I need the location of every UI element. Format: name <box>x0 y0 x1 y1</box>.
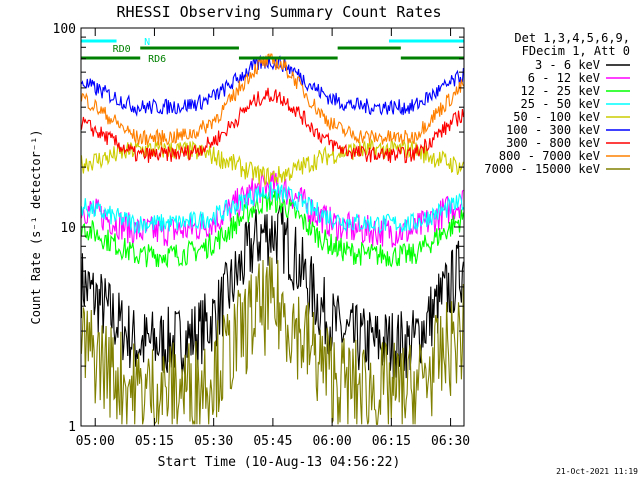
legend-label-4: 50 - 100 keV <box>513 110 600 124</box>
legend-label-3: 25 - 50 keV <box>521 97 600 111</box>
x-tick-label: 05:15 <box>135 434 174 449</box>
legend-label-1: 6 - 12 keV <box>528 71 600 85</box>
legend-header-2: FDecim 1, Att 0 <box>522 44 630 58</box>
x-tick-label: 05:30 <box>194 434 233 449</box>
chart-title: RHESSI Observing Summary Count Rates <box>116 3 441 21</box>
annotation-label-2: RD6 <box>148 54 166 65</box>
series-layer <box>80 53 464 427</box>
annotation-label-1: RD0 <box>113 44 131 55</box>
x-tick-label: 06:15 <box>372 434 411 449</box>
y-tick-label: 10 <box>60 221 76 236</box>
legend-label-6: 300 - 800 keV <box>506 136 600 150</box>
x-tick-label: 06:30 <box>431 434 470 449</box>
legend-label-0: 3 - 6 keV <box>535 58 600 72</box>
y-tick-label: 100 <box>53 22 76 37</box>
y-axis-label: Count Rate (s⁻¹ detector⁻¹) <box>29 129 43 324</box>
series-line-3 <box>80 181 464 235</box>
legend-label-2: 12 - 25 keV <box>521 84 600 98</box>
series-line-6 <box>80 87 464 164</box>
y-tick-label: 1 <box>68 420 76 435</box>
annotation-label-0: N <box>144 37 150 48</box>
x-tick-label: 05:45 <box>253 434 292 449</box>
series-line-8 <box>80 256 464 427</box>
legend-label-7: 800 - 7000 keV <box>499 149 600 163</box>
legend-label-8: 7000 - 15000 keV <box>484 162 600 176</box>
series-line-0 <box>80 204 464 380</box>
timestamp: 21-Oct-2021 11:19 <box>556 467 638 476</box>
series-line-4 <box>80 138 464 187</box>
x-tick-label: 05:00 <box>76 434 115 449</box>
legend-header-1: Det 1,3,4,5,6,9, <box>514 31 630 45</box>
series-line-5 <box>80 54 464 117</box>
legend-label-5: 100 - 300 keV <box>506 123 600 137</box>
x-axis-label: Start Time (10-Aug-13 04:56:22) <box>158 455 401 470</box>
axes: 05:00 05:15 05:30 05:45 06:00 06:15 06:30 1 10 10… <box>53 22 471 449</box>
x-tick-label: 06:00 <box>313 434 352 449</box>
